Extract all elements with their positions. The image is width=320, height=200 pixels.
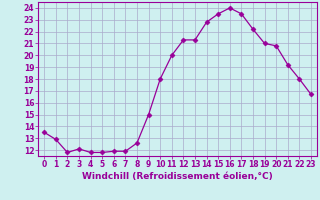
X-axis label: Windchill (Refroidissement éolien,°C): Windchill (Refroidissement éolien,°C) [82,172,273,181]
